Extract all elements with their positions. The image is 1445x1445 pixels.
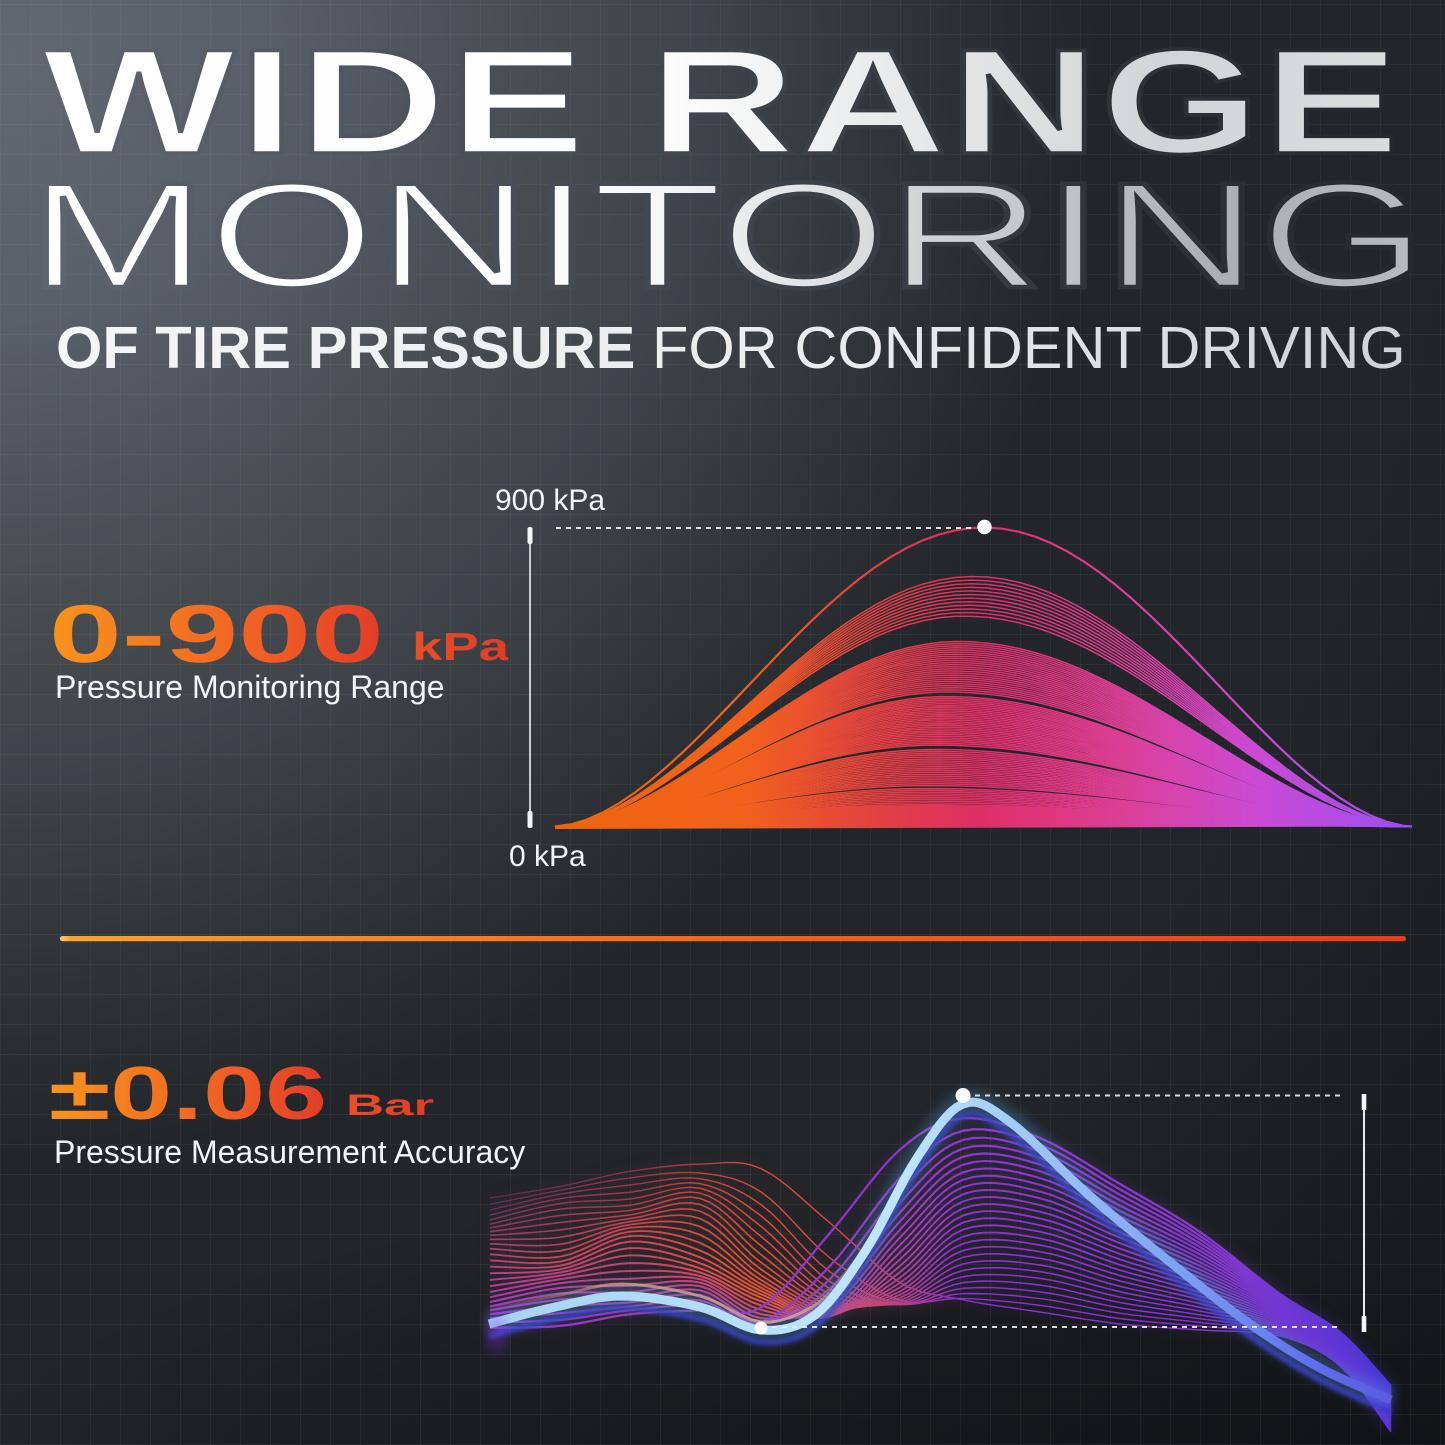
svg-text:MONITORING: MONITORING — [28, 152, 1427, 319]
svg-text:WIDE RANGE: WIDE RANGE — [42, 18, 1403, 184]
